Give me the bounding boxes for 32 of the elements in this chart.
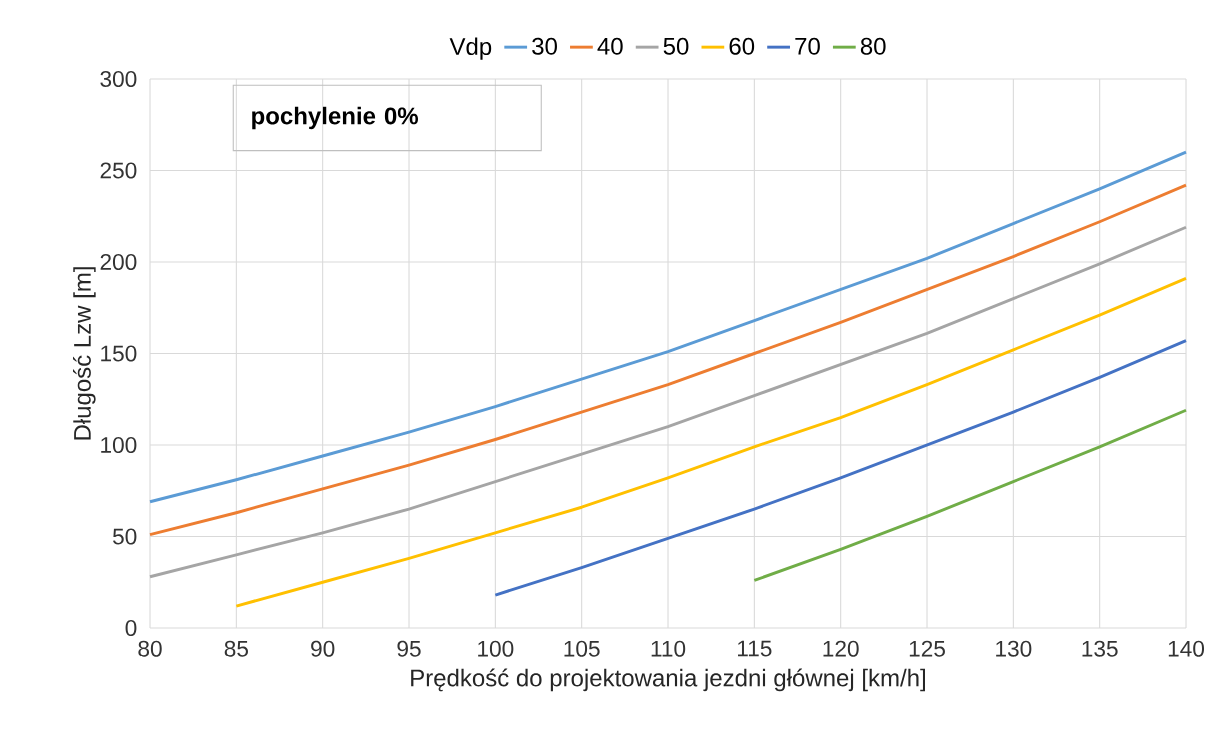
x-tick-label: 140 — [1168, 640, 1205, 657]
legend-label: 60 — [729, 37, 755, 55]
y-tick-label: 250 — [100, 162, 137, 179]
x-tick-label: 95 — [397, 640, 421, 657]
x-tick-label: 80 — [138, 640, 162, 657]
x-tick-label: 105 — [564, 640, 600, 657]
y-tick-label: 150 — [101, 345, 137, 362]
annotation: pochylenie 0% — [252, 106, 418, 130]
x-tick-label: 85 — [224, 640, 248, 657]
x-tick-label: 115 — [738, 640, 772, 657]
legend-label: 40 — [597, 37, 623, 55]
legend-label: 70 — [795, 37, 820, 55]
x-axis-title: Prędkość do projektowania jezdni głównej [km/h] — [411, 668, 925, 692]
line-series — [234, 277, 1188, 608]
x-tick-label: 90 — [311, 640, 335, 657]
x-tick-label: 130 — [996, 640, 1032, 657]
x-tick-label: 100 — [478, 640, 514, 657]
y-axis-title: Długość Lzw [m] — [73, 267, 96, 440]
y-tick-label: 0 — [125, 619, 137, 637]
y-tick-label: 200 — [100, 253, 137, 271]
y-tick-label: 50 — [112, 528, 137, 545]
legend-label: 80 — [860, 37, 886, 55]
x-tick-label: 125 — [909, 640, 945, 657]
x-tick-label: 110 — [651, 640, 686, 657]
y-tick-label: 300 — [100, 70, 137, 88]
legend-title: Vdp — [449, 37, 492, 60]
legend-label: 30 — [532, 37, 557, 55]
y-tick-label: 100 — [101, 436, 137, 454]
x-tick-label: 135 — [1082, 640, 1118, 657]
x-tick-label: 120 — [823, 640, 859, 657]
line-series — [752, 408, 1188, 582]
legend-label: 50 — [663, 37, 689, 55]
